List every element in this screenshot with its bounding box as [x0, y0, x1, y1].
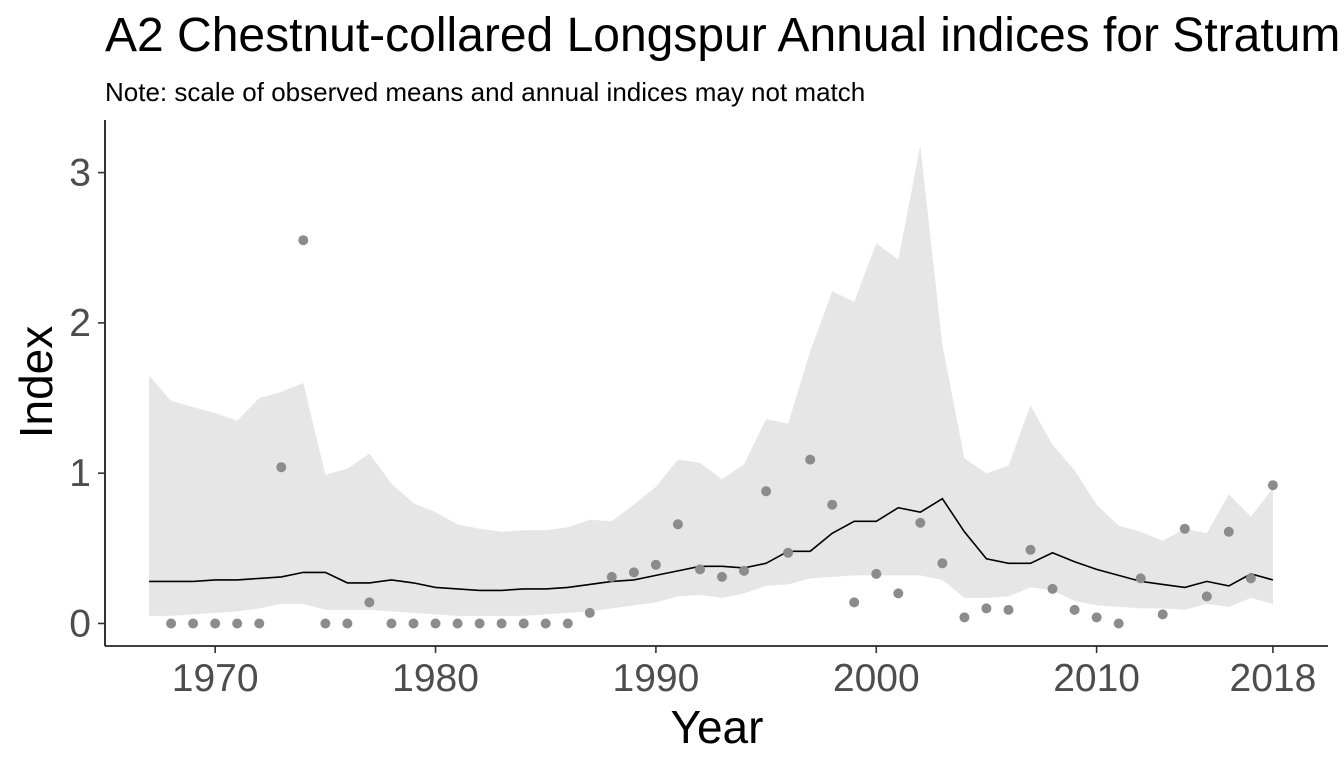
observed-mean-point	[717, 571, 727, 582]
observed-mean-point	[1267, 480, 1278, 491]
observed-mean-point	[783, 547, 794, 558]
observed-mean-point	[386, 618, 397, 629]
observed-mean-point	[1069, 604, 1080, 615]
observed-mean-point	[342, 618, 353, 629]
observed-mean-point	[364, 597, 375, 608]
observed-mean-point	[518, 618, 529, 629]
y-tick-label: 0	[69, 602, 91, 645]
observed-mean-point	[628, 567, 639, 578]
confidence-ribbon-layer	[149, 145, 1273, 616]
observed-mean-point	[254, 618, 265, 629]
y-tick-label: 1	[69, 452, 91, 495]
x-tick-label: 1990	[613, 657, 700, 700]
observed-mean-point	[408, 618, 419, 629]
observed-mean-point	[474, 618, 485, 629]
observed-mean-point	[849, 597, 860, 608]
observed-mean-point	[937, 558, 948, 569]
observed-mean-point	[1245, 573, 1256, 584]
observed-mean-point	[166, 618, 177, 629]
axes: 0 1 2 3 1970 1980 1990 2000 2010 2018	[69, 120, 1328, 700]
observed-mean-point	[540, 618, 551, 629]
y-tick-label: 3	[69, 152, 91, 195]
observed-mean-point	[298, 235, 309, 246]
observed-mean-point	[1113, 618, 1124, 629]
observed-mean-point	[1179, 523, 1190, 534]
observed-mean-point	[695, 564, 705, 575]
observed-mean-point	[739, 565, 749, 576]
observed-mean-point	[562, 618, 573, 629]
observed-mean-point	[1157, 609, 1168, 620]
observed-mean-point	[232, 618, 243, 629]
observed-mean-point	[1091, 612, 1102, 623]
observed-points-layer	[166, 235, 1278, 629]
observed-mean-point	[1025, 544, 1036, 555]
observed-mean-point	[1047, 583, 1058, 594]
observed-mean-point	[959, 612, 970, 623]
observed-mean-point	[210, 618, 221, 629]
chart-subtitle: Note: scale of observed means and annual…	[105, 77, 866, 107]
observed-mean-point	[606, 571, 617, 582]
observed-mean-point	[1003, 604, 1014, 615]
observed-mean-point	[761, 486, 772, 497]
observed-mean-point	[871, 568, 882, 579]
y-axis-title: Index	[10, 326, 62, 439]
observed-mean-point	[981, 603, 992, 614]
x-tick-label: 2010	[1053, 657, 1140, 700]
x-tick-label: 1980	[392, 657, 479, 700]
x-tick-label: 1970	[172, 657, 259, 700]
observed-mean-point	[1223, 526, 1234, 537]
index-line	[149, 497, 1274, 592]
observed-mean-point	[496, 618, 507, 629]
observed-mean-point	[430, 618, 441, 629]
observed-mean-point	[672, 519, 683, 530]
confidence-ribbon	[149, 145, 1273, 616]
x-axis-title: Year	[671, 701, 764, 753]
observed-mean-point	[1201, 591, 1212, 602]
y-tick-label: 2	[69, 302, 91, 345]
observed-mean-point	[276, 462, 287, 473]
observed-mean-point	[320, 618, 331, 629]
observed-mean-point	[452, 618, 463, 629]
observed-mean-point	[915, 517, 926, 528]
chart-title: A2 Chestnut-collared Longspur Annual ind…	[105, 9, 1341, 62]
observed-mean-point	[893, 588, 904, 599]
x-tick-label: 2000	[833, 657, 920, 700]
observed-mean-point	[827, 499, 838, 510]
x-tick-label: 2018	[1230, 657, 1317, 700]
observed-mean-point	[805, 454, 816, 465]
observed-mean-point	[188, 618, 199, 629]
observed-mean-point	[1135, 573, 1146, 584]
observed-mean-point	[584, 607, 595, 618]
observed-mean-point	[650, 559, 661, 570]
index-line-layer	[149, 497, 1274, 592]
